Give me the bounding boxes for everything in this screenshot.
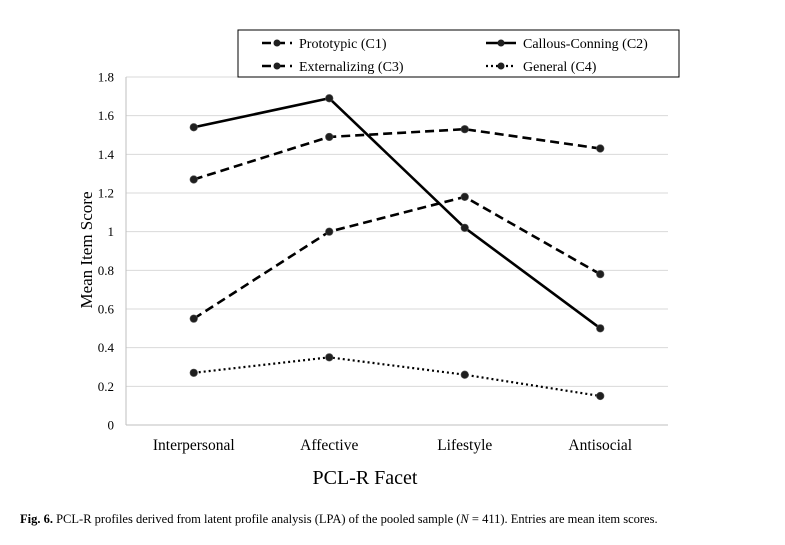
legend-label: Callous-Conning (C2) bbox=[523, 37, 648, 52]
line-chart: 0 0.2 0.4 0.6 0.8 1 1.2 1.4 1.6 1.8 Interpersonal… bbox=[77, 29, 680, 489]
data-point bbox=[460, 223, 469, 232]
figure-caption: Fig. 6. PCL-R profiles derived from late… bbox=[20, 512, 780, 527]
y-tick-label: 0.8 bbox=[98, 263, 114, 278]
data-point bbox=[325, 132, 334, 142]
data-point bbox=[189, 123, 198, 132]
y-axis-label: Mean Item Score bbox=[77, 191, 96, 308]
legend-marker bbox=[497, 39, 505, 47]
caption-label: Fig. 6. bbox=[20, 512, 53, 526]
legend-box bbox=[237, 29, 680, 78]
gridlines bbox=[125, 76, 668, 426]
data-point bbox=[596, 144, 605, 153]
series-lines bbox=[189, 94, 605, 401]
legend-marker bbox=[273, 62, 281, 70]
data-point bbox=[325, 353, 334, 362]
data-point bbox=[325, 227, 334, 236]
caption-text-2: = 411). Entries are mean item scores. bbox=[468, 512, 658, 526]
y-tick-label: 0 bbox=[108, 418, 115, 433]
y-tick-label: 1.4 bbox=[98, 147, 115, 162]
y-tick-label: 1.8 bbox=[98, 70, 114, 85]
data-point bbox=[189, 175, 198, 184]
x-tick-label: Affective bbox=[300, 437, 358, 454]
series-line bbox=[193, 127, 601, 181]
y-tick-label: 0.2 bbox=[98, 379, 114, 394]
legend-label: Prototypic (C1) bbox=[299, 37, 387, 52]
data-point bbox=[325, 94, 334, 103]
x-axis-label: PCL-R Facet bbox=[313, 467, 418, 489]
y-tick-label: 1 bbox=[108, 224, 115, 239]
series-line bbox=[193, 356, 601, 398]
data-point bbox=[189, 368, 198, 377]
y-tick-label: 0.4 bbox=[98, 340, 115, 355]
data-point bbox=[596, 270, 605, 279]
legend-marker bbox=[497, 62, 505, 70]
y-tick-label: 1.2 bbox=[98, 186, 114, 201]
data-point bbox=[460, 192, 469, 201]
x-tick-label: Lifestyle bbox=[437, 437, 492, 454]
series-line bbox=[193, 96, 602, 330]
x-tick-labels: Interpersonal Affective Lifestyle Antisocia… bbox=[153, 437, 632, 454]
y-tick-labels: 0 0.2 0.4 0.6 0.8 1 1.2 1.4 1.6 1.8 bbox=[98, 70, 115, 433]
data-point bbox=[189, 314, 198, 323]
legend-marker bbox=[273, 39, 281, 47]
x-tick-label: Interpersonal bbox=[153, 437, 235, 454]
caption-n-symbol: N bbox=[460, 512, 469, 526]
x-tick-label: Antisocial bbox=[568, 437, 632, 454]
data-point bbox=[596, 391, 605, 401]
data-point bbox=[460, 370, 469, 379]
legend-label: Externalizing (C3) bbox=[299, 60, 404, 75]
legend-label: General (C4) bbox=[523, 60, 597, 75]
data-point bbox=[596, 324, 605, 333]
y-tick-label: 1.6 bbox=[98, 108, 115, 123]
series-line bbox=[193, 195, 601, 320]
data-point bbox=[460, 125, 469, 134]
caption-text-1: PCL-R profiles derived from latent profi… bbox=[56, 512, 461, 526]
y-tick-label: 0.6 bbox=[98, 302, 115, 317]
legend: Prototypic (C1) Callous-Conning (C2) Exter… bbox=[237, 29, 680, 78]
